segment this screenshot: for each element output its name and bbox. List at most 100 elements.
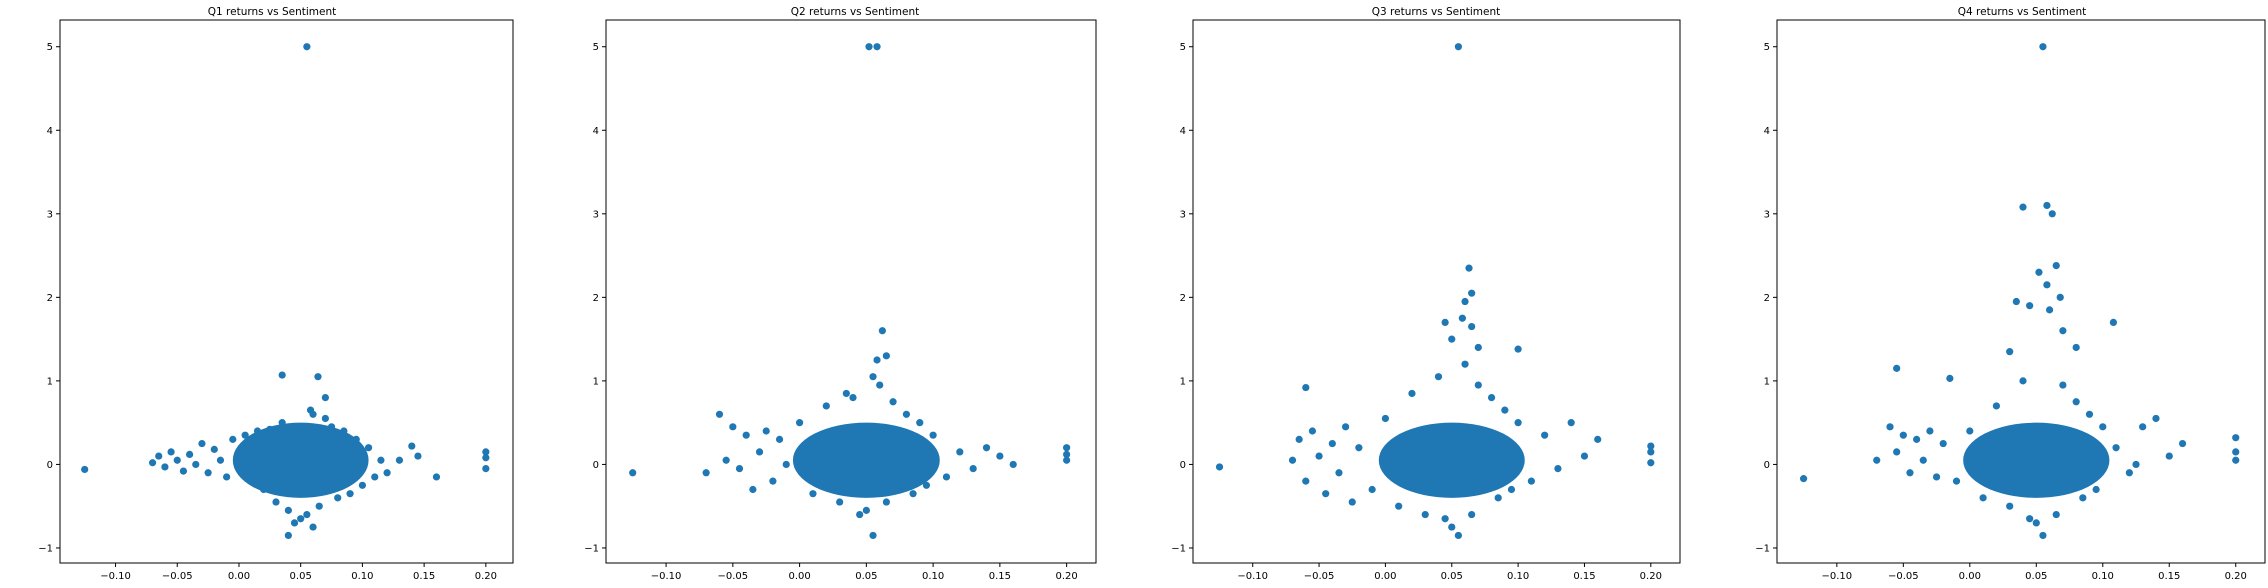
data-point: [395, 456, 404, 464]
data-point: [2232, 456, 2240, 464]
data-point: [1647, 442, 1655, 450]
data-point: [1063, 450, 1071, 458]
plot-area: −0.10 −0.05 0.00 0.05 0.10 0.15 0.20 −1 0 1 2 3 4 5: [38, 19, 514, 582]
data-point: [309, 523, 317, 531]
data-point: [1454, 43, 1462, 51]
data-point: [1009, 460, 1017, 469]
data-point: [1906, 469, 1914, 477]
data-point: [1873, 456, 1881, 464]
data-point: [272, 429, 280, 437]
data-point: [1468, 289, 1476, 297]
data-point: [2139, 423, 2147, 431]
data-point: [408, 442, 416, 450]
data-point: [1302, 477, 1310, 485]
x-tick-label: 0.20: [1640, 571, 1662, 582]
chart-title: Q2 returns vs Sentiment: [791, 6, 920, 18]
data-point: [2109, 318, 2118, 327]
data-point: [2152, 414, 2160, 423]
data-point: [2039, 43, 2047, 51]
data-point: [1952, 477, 1961, 485]
data-point: [742, 431, 750, 439]
y-tick-label: 1: [1764, 376, 1770, 387]
data-point: [1328, 439, 1336, 448]
data-point: [1939, 439, 1947, 448]
data-point: [2006, 348, 2014, 356]
y-tick-label: 2: [47, 293, 53, 304]
data-point: [1919, 456, 1927, 464]
data-point: [1454, 531, 1462, 540]
data-point: [2232, 448, 2240, 456]
data-point: [715, 410, 724, 418]
y-tick-label: 3: [1180, 209, 1186, 220]
data-point: [2085, 410, 2094, 418]
subplot-q3: Q3 returns vs Sentiment −0.10 −0.05 0.00 0.…: [1171, 6, 1681, 582]
data-point: [2019, 377, 2027, 385]
data-point: [873, 356, 881, 364]
data-point: [1421, 510, 1429, 519]
data-point: [862, 506, 870, 514]
data-point: [198, 439, 206, 448]
data-point: [148, 459, 157, 467]
data-point: [1322, 490, 1330, 498]
x-tick-label: −0.05: [1888, 571, 1919, 582]
data-point: [235, 465, 243, 473]
data-point: [836, 498, 844, 506]
data-point: [1215, 463, 1224, 471]
data-point: [2059, 327, 2067, 335]
x-tick-label: −0.05: [718, 571, 749, 582]
data-point: [2039, 531, 2047, 540]
data-point: [2112, 444, 2120, 452]
y-tick-label: 4: [1764, 126, 1770, 137]
point-cloud: [232, 422, 369, 498]
data-point: [383, 469, 391, 477]
data-point: [929, 431, 937, 439]
data-point: [2165, 452, 2173, 460]
data-point: [878, 327, 886, 335]
data-point: [210, 445, 218, 453]
chart-title: Q1 returns vs Sentiment: [208, 6, 337, 18]
data-point: [155, 452, 163, 460]
data-point: [2125, 469, 2133, 477]
data-point: [1441, 318, 1449, 327]
x-tick-label: 0.20: [1055, 571, 1077, 582]
data-point: [1474, 343, 1482, 352]
y-tick-label: 0: [1180, 460, 1186, 471]
data-point: [364, 444, 373, 452]
data-point: [795, 419, 804, 427]
data-point: [482, 465, 490, 473]
axes-frame: [59, 19, 514, 564]
data-point: [334, 494, 342, 502]
data-point: [1302, 383, 1310, 392]
data-point: [1368, 485, 1376, 494]
data-point: [1315, 452, 1323, 460]
data-point: [856, 510, 864, 519]
x-tick-label: 0.15: [1573, 571, 1595, 582]
y-tick-label: 2: [1180, 293, 1186, 304]
data-point: [909, 490, 917, 498]
data-point: [173, 456, 181, 464]
data-point: [1441, 515, 1449, 523]
data-point: [161, 463, 169, 471]
data-point: [1567, 419, 1575, 427]
data-point: [2059, 381, 2067, 389]
data-point: [889, 398, 897, 406]
data-point: [1468, 322, 1476, 331]
y-tick-label: 3: [47, 209, 53, 220]
data-point: [1966, 427, 1974, 435]
data-point: [1288, 456, 1297, 464]
x-tick-label: 0.20: [2225, 571, 2247, 582]
data-point: [722, 456, 730, 464]
data-point: [284, 531, 292, 540]
data-point: [729, 423, 737, 431]
data-point: [2045, 306, 2054, 314]
data-point: [1926, 427, 1934, 435]
data-point: [179, 467, 188, 475]
data-point: [371, 473, 379, 481]
data-point: [1913, 435, 1921, 443]
chart-title: Q3 returns vs Sentiment: [1372, 6, 1501, 18]
data-point: [2026, 515, 2034, 523]
data-point: [303, 510, 311, 519]
data-point: [272, 498, 280, 506]
data-point: [1063, 456, 1071, 464]
